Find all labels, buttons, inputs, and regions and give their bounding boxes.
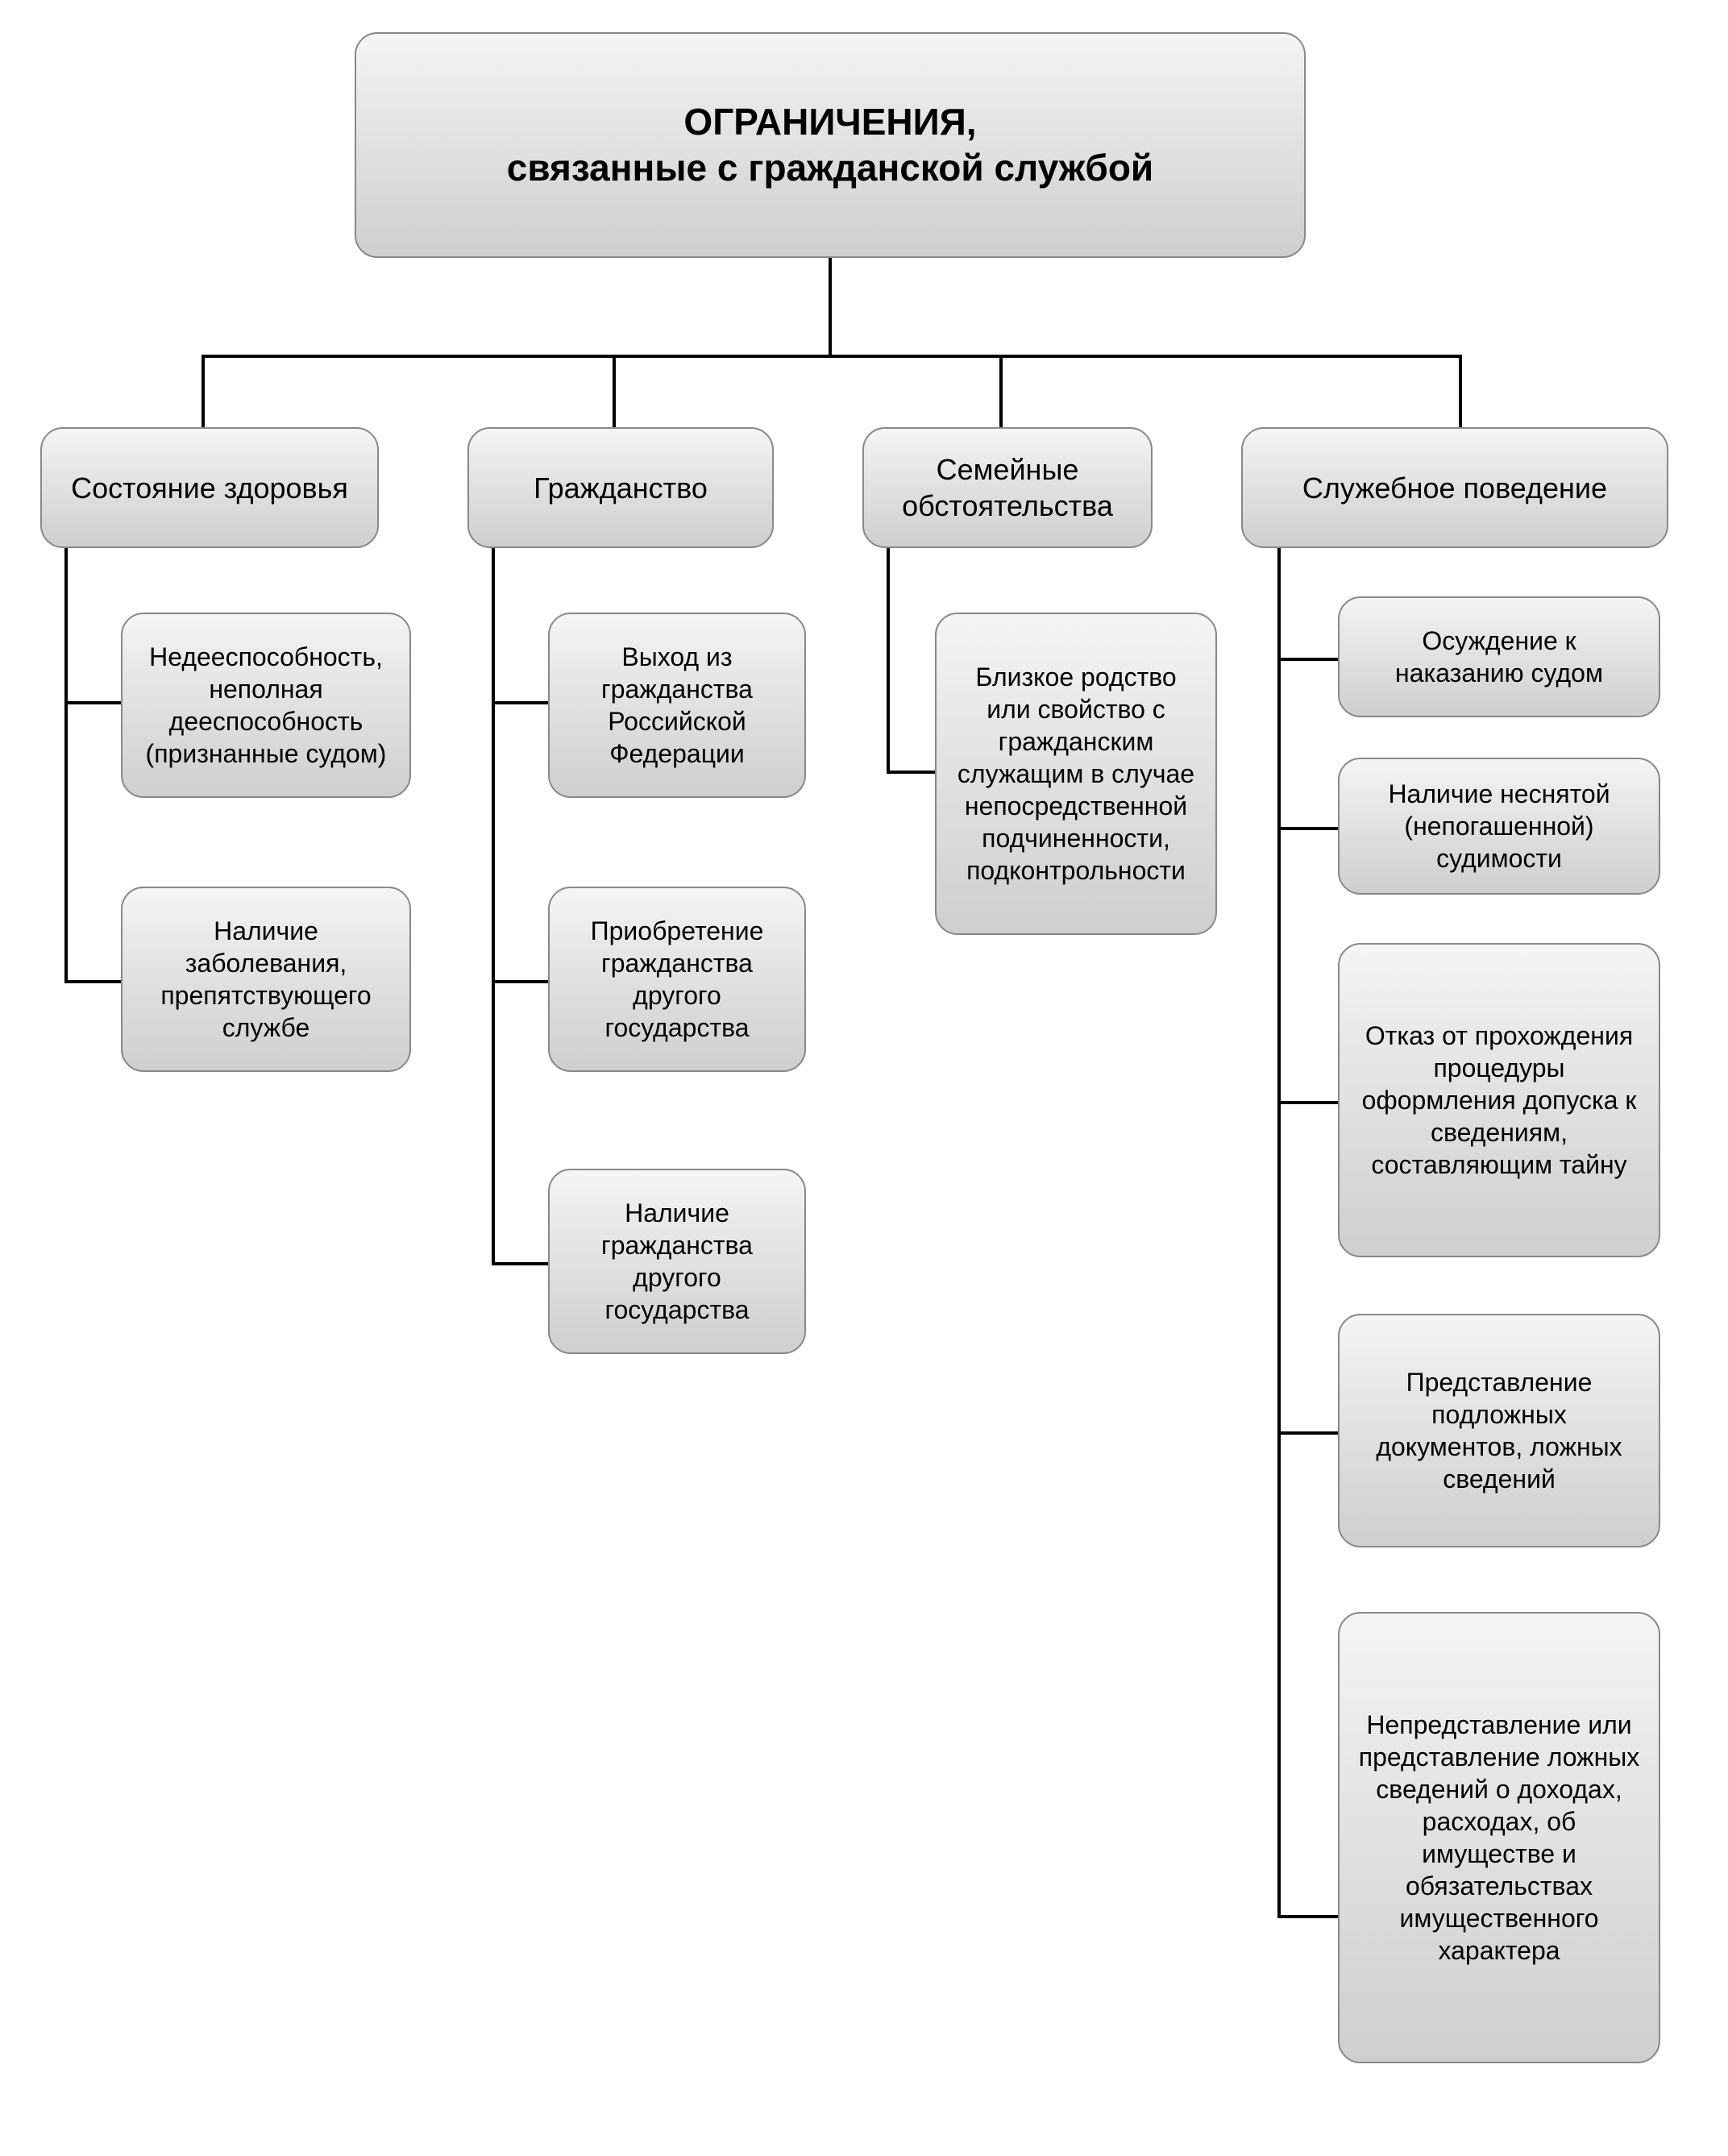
connector xyxy=(613,355,616,427)
leaf-conduct-1: Осуждение к наказанию судом xyxy=(1338,596,1660,717)
leaf-conduct-4: Представление подложных документов, ложн… xyxy=(1338,1314,1660,1547)
category-label: Семейные обстоятельства xyxy=(880,451,1135,524)
root-line1: ОГРАНИЧЕНИЯ, xyxy=(507,99,1153,146)
leaf-label: Наличие гражданства другого государства xyxy=(566,1197,788,1326)
connector xyxy=(1277,827,1338,830)
connector xyxy=(1459,355,1462,427)
category-health: Состояние здоровья xyxy=(40,427,379,548)
leaf-label: Отказ от прохождения процедуры оформлени… xyxy=(1356,1020,1643,1181)
leaf-label: Выход из гражданства Российской Федераци… xyxy=(566,641,788,770)
connector xyxy=(64,701,121,704)
leaf-health-1: Недееспособность, неполная дееспособност… xyxy=(121,613,411,798)
category-label: Гражданство xyxy=(534,470,708,506)
connector xyxy=(829,258,832,355)
connector xyxy=(492,701,548,704)
connector xyxy=(64,980,121,983)
leaf-conduct-2: Наличие неснятой (непогашенной) судимост… xyxy=(1338,758,1660,895)
connector xyxy=(492,980,548,983)
leaf-citizenship-2: Приобретение гражданства другого государ… xyxy=(548,887,806,1072)
leaf-label: Наличие неснятой (непогашенной) судимост… xyxy=(1356,778,1643,874)
leaf-conduct-5: Непредставление или представление ложных… xyxy=(1338,1612,1660,2063)
connector xyxy=(999,355,1003,427)
root-node: ОГРАНИЧЕНИЯ, связанные с гражданской слу… xyxy=(355,32,1306,258)
leaf-label: Наличие заболевания, препятствующего слу… xyxy=(139,915,393,1044)
category-label: Служебное поведение xyxy=(1302,470,1607,506)
connector xyxy=(201,355,205,427)
category-citizenship: Гражданство xyxy=(467,427,774,548)
leaf-citizenship-3: Наличие гражданства другого государства xyxy=(548,1169,806,1354)
leaf-conduct-3: Отказ от прохождения процедуры оформлени… xyxy=(1338,943,1660,1257)
leaf-label: Непредставление или представление ложных… xyxy=(1356,1709,1643,1967)
leaf-label: Приобретение гражданства другого государ… xyxy=(566,915,788,1044)
connector xyxy=(1277,1101,1338,1104)
connector xyxy=(201,355,1459,358)
root-line2: связанные с гражданской службой xyxy=(507,145,1153,192)
leaf-label: Осуждение к наказанию судом xyxy=(1356,625,1643,689)
connector xyxy=(492,548,495,1265)
connector xyxy=(887,771,935,774)
leaf-health-2: Наличие заболевания, препятствующего слу… xyxy=(121,887,411,1072)
connector xyxy=(1277,658,1338,661)
category-label: Состояние здоровья xyxy=(71,470,348,506)
leaf-label: Недееспособность, неполная дееспособност… xyxy=(139,641,393,770)
category-conduct: Служебное поведение xyxy=(1241,427,1668,548)
connector xyxy=(64,548,68,983)
org-chart-canvas: ОГРАНИЧЕНИЯ, связанные с гражданской слу… xyxy=(32,32,1696,2124)
connector xyxy=(1277,1431,1338,1435)
category-family: Семейные обстоятельства xyxy=(862,427,1153,548)
leaf-family-1: Близкое родство или свойство с гражданск… xyxy=(935,613,1217,935)
connector xyxy=(887,548,890,774)
connector xyxy=(1277,548,1281,1918)
connector xyxy=(1277,1915,1338,1918)
leaf-citizenship-1: Выход из гражданства Российской Федераци… xyxy=(548,613,806,798)
leaf-label: Представление подложных документов, ложн… xyxy=(1356,1366,1643,1495)
leaf-label: Близкое родство или свойство с гражданск… xyxy=(953,661,1199,887)
connector xyxy=(492,1262,548,1265)
